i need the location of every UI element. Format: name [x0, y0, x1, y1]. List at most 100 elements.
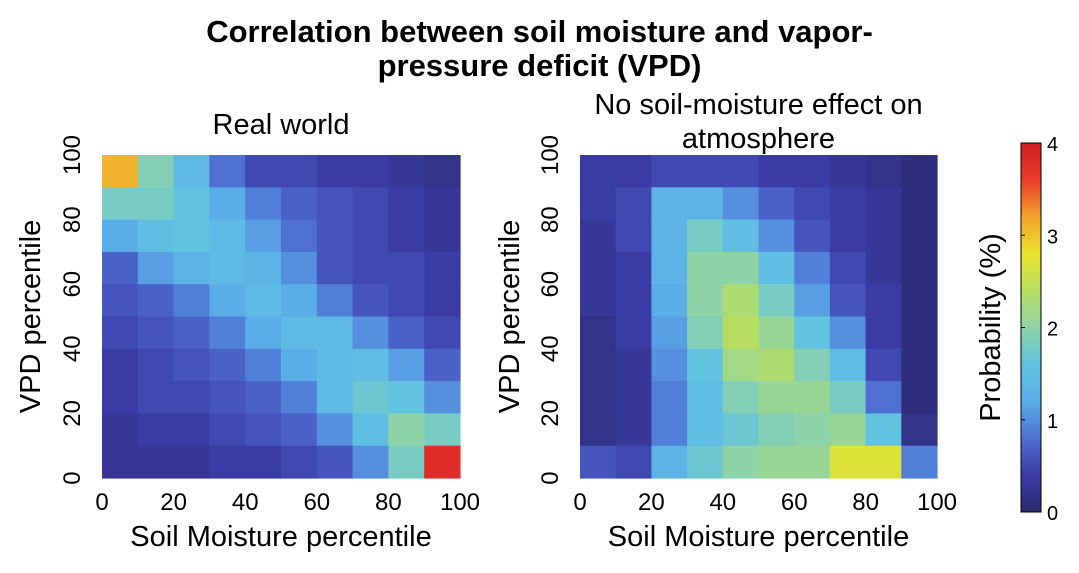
- heatmap-cell: [865, 187, 902, 221]
- heatmap-cell: [794, 413, 831, 447]
- colorbar-tick-label: 2: [1047, 319, 1058, 341]
- heatmap-cell: [388, 381, 425, 414]
- heatmap-cell: [794, 187, 831, 221]
- heatmap-cell: [794, 348, 831, 382]
- heatmap-cell: [209, 445, 246, 479]
- y-tick-label: 0: [59, 471, 86, 484]
- colorbar-tick-label: 1: [1047, 411, 1058, 433]
- panel-title-line: No soil-moisture effect on: [594, 89, 922, 121]
- heatmap-cell: [580, 187, 617, 221]
- heatmap-cell: [687, 284, 724, 318]
- heatmap-cell: [209, 251, 246, 285]
- heatmap-cell: [316, 381, 354, 414]
- y-tick-label: 20: [59, 400, 86, 427]
- heatmap-cell: [865, 413, 902, 447]
- y-tick-label: 60: [59, 271, 86, 298]
- heatmap-cell: [615, 187, 652, 221]
- heatmap-cell: [137, 284, 175, 318]
- heatmap-cell: [173, 316, 210, 350]
- heatmap-cell: [102, 284, 139, 318]
- heatmap-cell: [615, 413, 652, 447]
- heatmap-cell: [424, 284, 461, 318]
- heatmap-cell: [388, 284, 425, 318]
- heatmap-cell: [316, 316, 354, 350]
- heatmap-cell: [281, 219, 318, 253]
- heatmap-cell: [281, 381, 318, 414]
- heatmap-cell: [901, 187, 938, 221]
- heatmap-cell: [173, 284, 210, 318]
- heatmap-cell: [137, 316, 175, 350]
- heatmap-cell: [615, 445, 652, 479]
- heatmap-cell: [209, 413, 246, 447]
- heatmap-cell: [281, 187, 318, 221]
- x-tick-label: 100: [440, 489, 480, 516]
- heatmap-cell: [352, 219, 389, 253]
- heatmap-cell: [245, 251, 282, 285]
- heatmap-cell: [316, 445, 354, 479]
- y-axis-label: VPD percentile: [494, 220, 526, 413]
- heatmap-cell: [651, 284, 688, 318]
- y-axis-label: VPD percentile: [15, 220, 47, 413]
- heatmap-cell: [281, 445, 318, 479]
- heatmap-cell: [651, 413, 688, 447]
- x-tick-label: 80: [852, 489, 879, 516]
- heatmap-cell: [424, 155, 461, 188]
- colorbar: 0 1 2 3 4 Probability (%): [975, 134, 1058, 525]
- heatmap-cell: [388, 251, 425, 285]
- heatmap-cell: [758, 413, 795, 447]
- heatmap-cell: [137, 219, 175, 253]
- heatmap-cell: [173, 251, 210, 285]
- y-tick-label: 100: [59, 135, 86, 175]
- heatmap-cell: [424, 316, 461, 350]
- colorbar-tick-label: 4: [1047, 134, 1058, 156]
- x-axis-label: Soil Moisture percentile: [608, 521, 909, 553]
- heatmap-cell: [137, 251, 175, 285]
- heatmap-cell: [758, 348, 795, 382]
- heatmap-cell: [687, 445, 724, 479]
- heatmap-cell: [173, 381, 210, 414]
- heatmap-cell: [137, 381, 175, 414]
- heatmap-cell: [865, 219, 902, 253]
- heatmap-cell: [281, 413, 318, 447]
- heatmap-cell: [245, 284, 282, 318]
- x-tick-label: 60: [781, 489, 808, 516]
- heatmap-cell: [580, 445, 617, 479]
- heatmap-cell: [901, 445, 938, 479]
- heatmap-cell: [829, 413, 867, 447]
- heatmap-cell: [615, 284, 652, 318]
- heatmap-cell: [580, 155, 617, 188]
- heatmap-cell: [316, 251, 354, 285]
- heatmap-cell: [901, 155, 938, 188]
- heatmap-cell: [173, 219, 210, 253]
- heatmap-cell: [615, 348, 652, 382]
- heatmap-cell: [352, 284, 389, 318]
- heatmap-cell: [316, 219, 354, 253]
- heatmap-cell: [758, 284, 795, 318]
- heatmap-cell: [615, 155, 652, 188]
- heatmap-cell: [687, 187, 724, 221]
- heatmap-cell: [651, 445, 688, 479]
- heatmap-cell: [352, 187, 389, 221]
- colorbar-label: Probability (%): [975, 233, 1007, 422]
- heatmap-cell: [209, 284, 246, 318]
- heatmap-cell: [687, 219, 724, 253]
- heatmap-cell: [316, 413, 354, 447]
- heatmap-cell: [758, 251, 795, 285]
- heatmap-cell: [137, 187, 175, 221]
- heatmap-cell: [722, 445, 760, 479]
- heatmap-cell: [281, 251, 318, 285]
- heatmap-cell: [687, 413, 724, 447]
- heatmap-cell: [388, 155, 425, 188]
- x-tick-label: 60: [303, 489, 330, 516]
- heatmap-cell: [901, 348, 938, 382]
- x-tick-label: 0: [95, 489, 108, 516]
- heatmap-cell: [173, 187, 210, 221]
- heatmap-cell: [865, 445, 902, 479]
- heatmap-cell: [651, 251, 688, 285]
- heatmap-cell: [794, 219, 831, 253]
- heatmap-cell: [102, 445, 139, 479]
- heatmap-cell: [901, 219, 938, 253]
- heatmap-panel-1: Real world 0 20 40 60 80 100 Soil Moisture perc…: [15, 109, 480, 553]
- heatmap-cell: [388, 348, 425, 382]
